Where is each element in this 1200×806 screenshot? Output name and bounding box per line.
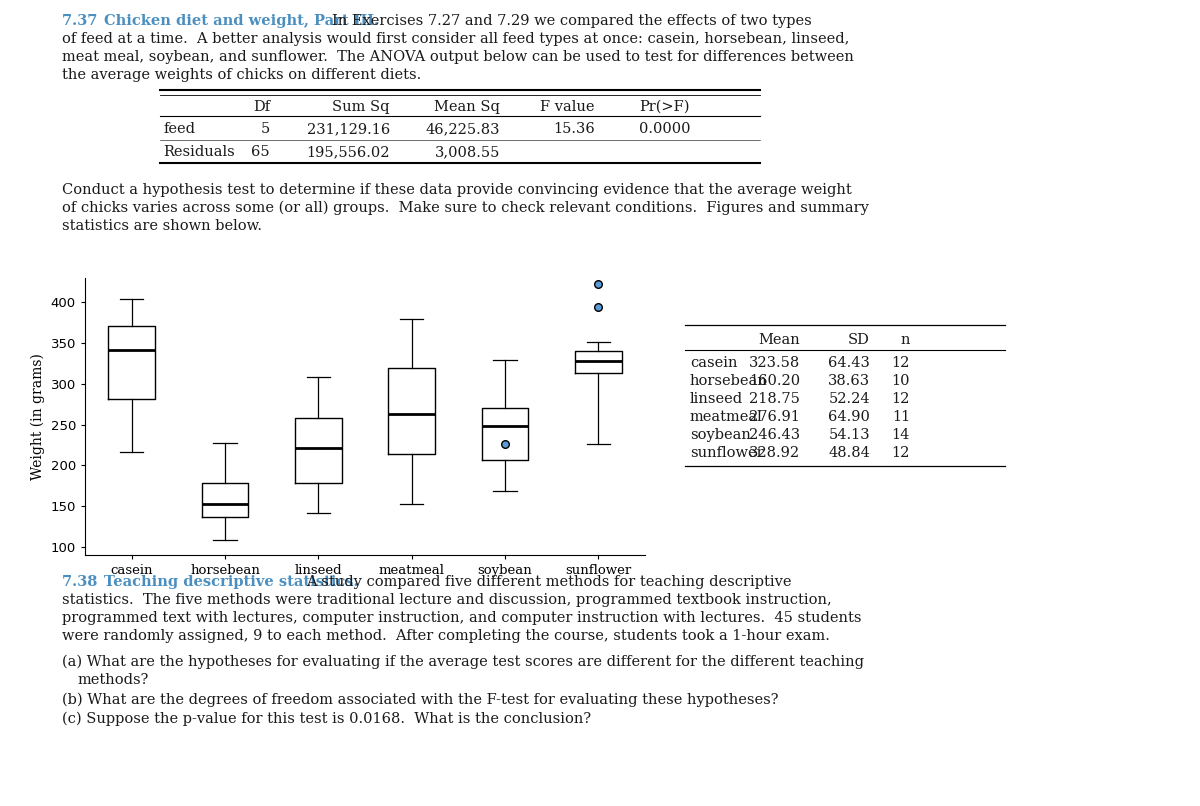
Text: casein: casein bbox=[690, 356, 738, 370]
Text: 246.43: 246.43 bbox=[749, 428, 800, 442]
Text: Sum Sq: Sum Sq bbox=[332, 100, 390, 114]
Text: 12: 12 bbox=[892, 356, 910, 370]
Text: 0.0000: 0.0000 bbox=[638, 122, 690, 136]
Text: programmed text with lectures, computer instruction, and computer instruction wi: programmed text with lectures, computer … bbox=[62, 611, 862, 625]
Text: 12: 12 bbox=[892, 446, 910, 460]
Text: Chicken diet and weight, Part III.: Chicken diet and weight, Part III. bbox=[104, 14, 379, 28]
Text: the average weights of chicks on different diets.: the average weights of chicks on differe… bbox=[62, 68, 421, 82]
Text: 276.91: 276.91 bbox=[749, 410, 800, 424]
Text: (b) What are the degrees of freedom associated with the F-test for evaluating th: (b) What are the degrees of freedom asso… bbox=[62, 693, 779, 708]
Text: 7.38: 7.38 bbox=[62, 575, 108, 589]
Text: 160.20: 160.20 bbox=[749, 374, 800, 388]
Text: feed: feed bbox=[163, 122, 194, 136]
Text: 195,556.02: 195,556.02 bbox=[306, 145, 390, 159]
Text: 64.90: 64.90 bbox=[828, 410, 870, 424]
Text: methods?: methods? bbox=[78, 673, 149, 687]
Y-axis label: Weight (in grams): Weight (in grams) bbox=[31, 353, 46, 480]
Text: (a) What are the hypotheses for evaluating if the average test scores are differ: (a) What are the hypotheses for evaluati… bbox=[62, 655, 864, 670]
Text: F value: F value bbox=[540, 100, 595, 114]
Text: statistics are shown below.: statistics are shown below. bbox=[62, 219, 262, 233]
Text: were randomly assigned, 9 to each method.  After completing the course, students: were randomly assigned, 9 to each method… bbox=[62, 629, 830, 643]
Text: 10: 10 bbox=[892, 374, 910, 388]
Text: 38.63: 38.63 bbox=[828, 374, 870, 388]
Text: n: n bbox=[900, 333, 910, 347]
Text: 11: 11 bbox=[892, 410, 910, 424]
Text: 14: 14 bbox=[892, 428, 910, 442]
Text: 15.36: 15.36 bbox=[553, 122, 595, 136]
Text: 231,129.16: 231,129.16 bbox=[307, 122, 390, 136]
Text: 12: 12 bbox=[892, 392, 910, 406]
Text: 218.75: 218.75 bbox=[749, 392, 800, 406]
Text: Pr(>F): Pr(>F) bbox=[640, 100, 690, 114]
Text: Conduct a hypothesis test to determine if these data provide convincing evidence: Conduct a hypothesis test to determine i… bbox=[62, 183, 852, 197]
Text: 5: 5 bbox=[260, 122, 270, 136]
Text: (c) Suppose the p-value for this test is 0.0168.  What is the conclusion?: (c) Suppose the p-value for this test is… bbox=[62, 712, 592, 726]
Text: Residuals: Residuals bbox=[163, 145, 235, 159]
Text: 54.13: 54.13 bbox=[828, 428, 870, 442]
Text: 48.84: 48.84 bbox=[828, 446, 870, 460]
Text: Teaching descriptive statistics.: Teaching descriptive statistics. bbox=[104, 575, 359, 589]
Text: A study compared five different methods for teaching descriptive: A study compared five different methods … bbox=[306, 575, 792, 589]
Text: 3,008.55: 3,008.55 bbox=[434, 145, 500, 159]
Text: SD: SD bbox=[848, 333, 870, 347]
Text: Df: Df bbox=[253, 100, 270, 114]
Text: of chicks varies across some (or all) groups.  Make sure to check relevant condi: of chicks varies across some (or all) gr… bbox=[62, 201, 869, 215]
Text: soybean: soybean bbox=[690, 428, 751, 442]
Text: sunflower: sunflower bbox=[690, 446, 763, 460]
Text: In Exercises 7.27 and 7.29 we compared the effects of two types: In Exercises 7.27 and 7.29 we compared t… bbox=[332, 14, 811, 28]
Text: linseed: linseed bbox=[690, 392, 743, 406]
Text: statistics.  The five methods were traditional lecture and discussion, programme: statistics. The five methods were tradit… bbox=[62, 593, 832, 607]
Text: Mean Sq: Mean Sq bbox=[434, 100, 500, 114]
Text: Mean: Mean bbox=[758, 333, 800, 347]
Text: meatmeal: meatmeal bbox=[690, 410, 763, 424]
Text: 65: 65 bbox=[251, 145, 270, 159]
Text: 52.24: 52.24 bbox=[828, 392, 870, 406]
Text: 328.92: 328.92 bbox=[749, 446, 800, 460]
Text: 64.43: 64.43 bbox=[828, 356, 870, 370]
Text: 7.37: 7.37 bbox=[62, 14, 108, 28]
Text: 46,225.83: 46,225.83 bbox=[426, 122, 500, 136]
Text: 323.58: 323.58 bbox=[749, 356, 800, 370]
Text: meat meal, soybean, and sunflower.  The ANOVA output below can be used to test f: meat meal, soybean, and sunflower. The A… bbox=[62, 50, 854, 64]
Text: of feed at a time.  A better analysis would first consider all feed types at onc: of feed at a time. A better analysis wou… bbox=[62, 32, 850, 46]
Text: horsebean: horsebean bbox=[690, 374, 768, 388]
